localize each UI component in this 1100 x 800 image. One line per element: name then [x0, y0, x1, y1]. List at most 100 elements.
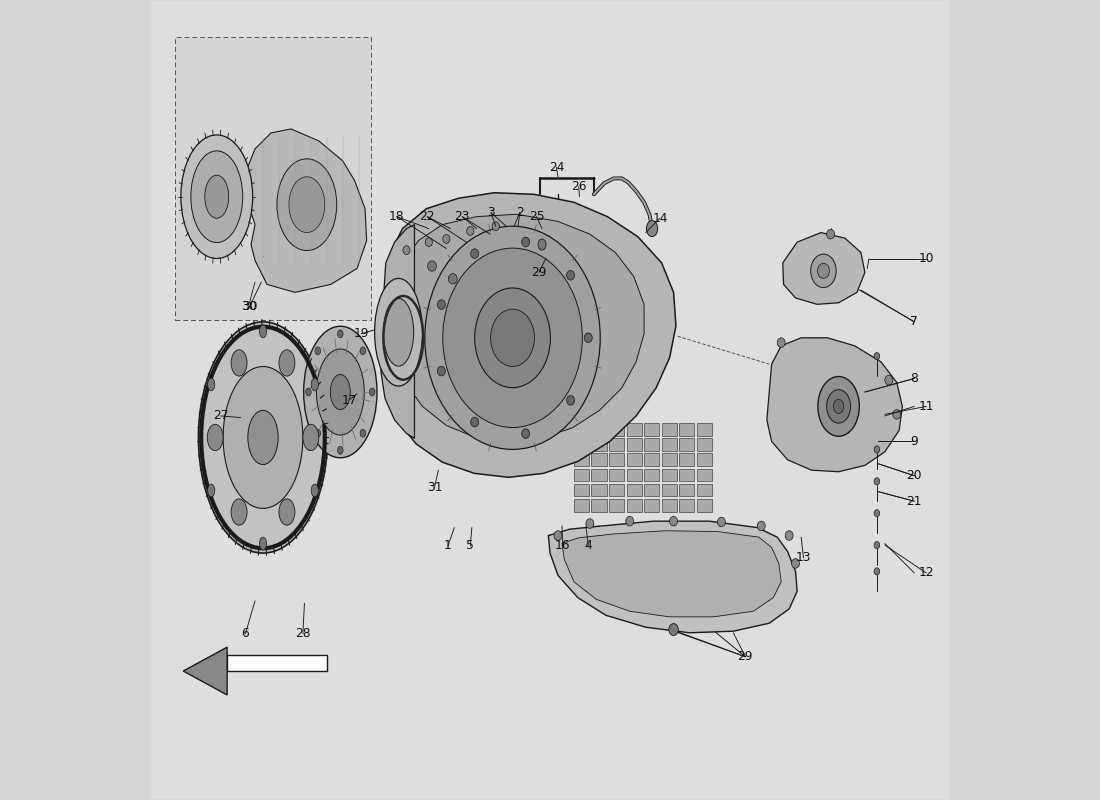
Ellipse shape	[260, 325, 266, 338]
Ellipse shape	[626, 516, 634, 526]
Bar	[627, 423, 641, 436]
Ellipse shape	[370, 388, 375, 396]
Bar	[661, 423, 676, 436]
Polygon shape	[783, 233, 865, 304]
Polygon shape	[767, 338, 902, 472]
Bar	[645, 484, 659, 497]
Bar	[679, 454, 694, 466]
Bar	[574, 438, 590, 451]
Ellipse shape	[884, 375, 893, 385]
Text: 23: 23	[454, 210, 470, 223]
Text: 19: 19	[353, 327, 369, 340]
Text: 26: 26	[571, 180, 586, 193]
Text: 29: 29	[531, 266, 547, 279]
Text: 18: 18	[389, 210, 405, 223]
Bar	[609, 484, 624, 497]
Ellipse shape	[311, 484, 318, 497]
Polygon shape	[245, 129, 366, 292]
Text: 10: 10	[918, 252, 934, 266]
Ellipse shape	[425, 226, 601, 450]
Bar	[592, 438, 606, 451]
Text: 30: 30	[242, 300, 257, 314]
Ellipse shape	[317, 349, 364, 435]
Ellipse shape	[826, 390, 850, 423]
Bar	[574, 484, 590, 497]
Ellipse shape	[792, 558, 800, 568]
Text: 13: 13	[795, 551, 812, 564]
Ellipse shape	[554, 530, 562, 540]
Bar	[696, 438, 712, 451]
Ellipse shape	[426, 238, 432, 246]
Ellipse shape	[180, 135, 253, 258]
Ellipse shape	[428, 261, 437, 271]
Ellipse shape	[198, 322, 328, 553]
Ellipse shape	[223, 366, 302, 509]
Bar	[696, 499, 712, 512]
Ellipse shape	[315, 429, 320, 437]
Ellipse shape	[491, 309, 535, 366]
Text: 12: 12	[918, 566, 934, 579]
Ellipse shape	[586, 518, 594, 528]
Text: 1: 1	[444, 539, 452, 552]
Bar	[574, 469, 590, 482]
Bar	[679, 423, 694, 436]
Ellipse shape	[338, 446, 343, 454]
Ellipse shape	[584, 333, 592, 342]
Bar	[592, 454, 606, 466]
Ellipse shape	[669, 624, 679, 635]
Ellipse shape	[449, 274, 458, 284]
Polygon shape	[562, 530, 781, 617]
Bar	[592, 484, 606, 497]
Bar	[627, 499, 641, 512]
Bar	[609, 423, 624, 436]
Bar	[645, 499, 659, 512]
Ellipse shape	[207, 424, 223, 450]
Polygon shape	[227, 655, 327, 671]
Text: 5: 5	[466, 539, 474, 552]
Polygon shape	[549, 521, 798, 633]
Ellipse shape	[874, 568, 880, 575]
Ellipse shape	[403, 246, 410, 254]
Text: 7: 7	[911, 315, 918, 328]
Ellipse shape	[360, 347, 365, 355]
Bar	[592, 499, 606, 512]
Bar	[679, 438, 694, 451]
Text: 3: 3	[487, 206, 495, 219]
Ellipse shape	[475, 288, 550, 388]
Text: 29: 29	[738, 650, 754, 663]
Ellipse shape	[231, 350, 248, 376]
Bar	[645, 454, 659, 466]
Text: 28: 28	[295, 627, 310, 640]
Ellipse shape	[289, 177, 324, 233]
Bar	[661, 499, 676, 512]
Ellipse shape	[438, 300, 446, 310]
Bar	[679, 484, 694, 497]
Ellipse shape	[874, 353, 880, 360]
Ellipse shape	[279, 499, 295, 525]
Text: 20: 20	[906, 470, 922, 482]
Ellipse shape	[205, 175, 229, 218]
Ellipse shape	[647, 221, 658, 237]
Ellipse shape	[566, 395, 574, 405]
Bar	[592, 423, 606, 436]
Text: 16: 16	[556, 539, 571, 552]
Ellipse shape	[521, 238, 530, 247]
Bar	[696, 423, 712, 436]
Text: 2: 2	[516, 206, 524, 219]
Bar	[696, 454, 712, 466]
Polygon shape	[394, 214, 645, 442]
Ellipse shape	[893, 410, 901, 419]
Ellipse shape	[874, 478, 880, 485]
Bar	[696, 469, 712, 482]
Bar	[609, 499, 624, 512]
Ellipse shape	[471, 418, 478, 427]
Polygon shape	[184, 647, 227, 695]
Ellipse shape	[811, 254, 836, 287]
Bar	[609, 454, 624, 466]
Ellipse shape	[471, 249, 478, 258]
Ellipse shape	[302, 424, 319, 450]
Text: 9: 9	[911, 435, 918, 448]
Bar	[679, 499, 694, 512]
Text: 21: 21	[906, 494, 922, 508]
Ellipse shape	[438, 366, 446, 376]
